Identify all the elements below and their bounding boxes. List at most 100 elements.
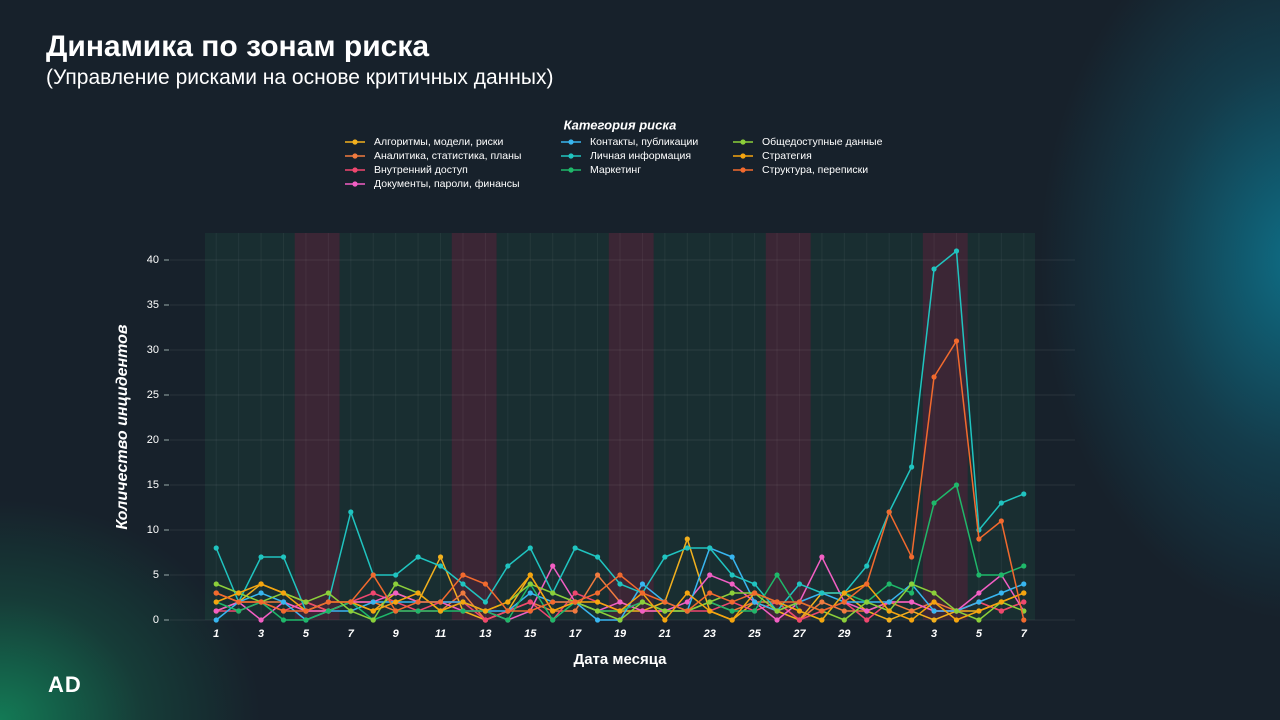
data-point <box>662 554 668 560</box>
data-point <box>774 608 780 614</box>
data-point <box>213 617 219 623</box>
data-point <box>213 590 219 596</box>
data-point <box>662 617 668 623</box>
data-point <box>639 599 646 605</box>
data-point <box>976 572 982 578</box>
data-point <box>819 599 825 605</box>
data-point <box>550 590 556 596</box>
data-point <box>729 617 735 623</box>
data-point <box>594 617 601 623</box>
legend-label: Алгоритмы, модели, риски <box>374 136 504 148</box>
data-point <box>572 545 578 551</box>
legend-dot <box>740 153 746 159</box>
data-point <box>819 617 825 623</box>
data-point <box>258 581 264 587</box>
legend-dot <box>568 167 574 173</box>
data-point <box>594 599 601 605</box>
data-point <box>639 590 646 596</box>
data-point <box>393 590 399 596</box>
data-point <box>280 617 287 623</box>
x-tick-label: 17 <box>569 628 582 640</box>
data-point <box>976 590 982 596</box>
page-title: Динамика по зонам риска <box>46 30 430 63</box>
data-point <box>370 599 376 605</box>
data-point <box>527 608 533 614</box>
data-point <box>482 608 489 614</box>
data-point <box>953 338 960 344</box>
data-point <box>393 581 399 587</box>
data-point <box>774 572 780 578</box>
data-point <box>909 464 915 470</box>
data-point <box>505 599 511 605</box>
data-point <box>931 599 937 605</box>
page-subtitle: (Управление рисками на основе критичных … <box>46 66 554 89</box>
data-point <box>819 590 825 596</box>
legend-label: Контакты, публикации <box>590 136 698 148</box>
data-point <box>684 608 690 614</box>
data-point <box>774 599 780 605</box>
data-point <box>213 599 219 605</box>
x-tick-label: 1 <box>213 628 219 640</box>
data-point <box>841 590 847 596</box>
data-point <box>751 590 758 596</box>
x-tick-label: 5 <box>976 628 983 640</box>
data-point <box>437 608 444 614</box>
data-point <box>707 545 713 551</box>
y-tick-label: 15 <box>147 479 159 491</box>
data-point <box>953 608 960 614</box>
data-point <box>864 608 870 614</box>
data-point <box>236 590 242 596</box>
data-point <box>415 599 421 605</box>
legend-dot <box>568 139 574 145</box>
data-point <box>976 599 982 605</box>
x-tick-label: 7 <box>1021 628 1028 640</box>
normal-band <box>205 233 295 620</box>
highlight-band <box>608 233 654 620</box>
data-point <box>931 374 937 380</box>
legend-dot <box>740 139 746 145</box>
data-point <box>1021 617 1027 623</box>
y-tick-label: 0 <box>153 614 159 626</box>
data-point <box>617 608 623 614</box>
logo: AD <box>48 672 82 697</box>
data-point <box>1021 563 1027 569</box>
data-point <box>280 554 287 560</box>
x-tick-label: 5 <box>303 628 310 640</box>
legend-label: Маркетинг <box>590 164 641 176</box>
data-point <box>909 608 915 614</box>
data-point <box>415 554 421 560</box>
data-point <box>864 617 870 623</box>
data-point <box>213 608 219 614</box>
legend-dot <box>352 153 358 159</box>
legend-title: Категория риска <box>564 117 677 132</box>
x-tick-label: 21 <box>658 628 671 640</box>
legend-label: Внутренний доступ <box>374 164 468 176</box>
data-point <box>819 608 825 614</box>
data-point <box>460 590 466 596</box>
data-point <box>236 599 242 605</box>
data-point <box>303 608 309 614</box>
data-point <box>796 581 803 587</box>
data-point <box>953 482 960 488</box>
normal-band <box>339 233 452 620</box>
data-point <box>572 599 578 605</box>
data-point <box>886 617 892 623</box>
x-tick-label: 11 <box>435 628 446 640</box>
data-point <box>213 581 219 587</box>
data-point <box>841 617 847 623</box>
data-point <box>527 545 533 551</box>
x-tick-label: 7 <box>348 628 355 640</box>
x-tick-label: 15 <box>524 628 537 640</box>
data-point <box>617 617 623 623</box>
highlight-band <box>765 233 811 620</box>
data-point <box>370 608 376 614</box>
x-tick-label: 13 <box>479 628 491 640</box>
data-point <box>280 599 287 605</box>
legend-label: Аналитика, статистика, планы <box>374 150 521 162</box>
data-point <box>909 599 915 605</box>
data-point <box>1021 491 1027 497</box>
data-point <box>998 590 1004 596</box>
x-tick-label: 3 <box>258 628 264 640</box>
legend-label: Общедоступные данные <box>762 136 883 148</box>
